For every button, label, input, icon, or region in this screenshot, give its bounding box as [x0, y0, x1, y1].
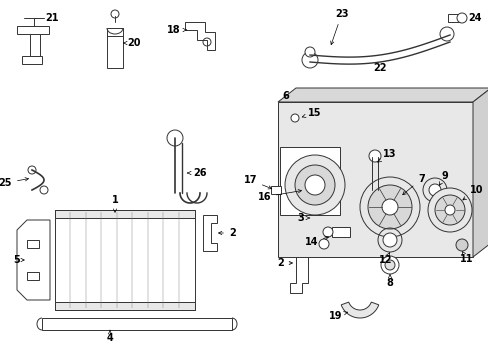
- Bar: [27, 240, 39, 248]
- Text: 4: 4: [106, 330, 113, 343]
- Circle shape: [455, 239, 467, 251]
- Bar: [280, 147, 339, 215]
- Polygon shape: [184, 22, 215, 50]
- Text: 13: 13: [377, 149, 396, 162]
- Circle shape: [28, 166, 36, 174]
- Circle shape: [367, 185, 411, 229]
- Text: 26: 26: [187, 168, 206, 178]
- Circle shape: [40, 186, 48, 194]
- Polygon shape: [278, 88, 488, 102]
- Text: 10: 10: [462, 185, 483, 200]
- Circle shape: [305, 47, 314, 57]
- Text: 20: 20: [123, 38, 140, 48]
- Circle shape: [302, 52, 317, 68]
- Polygon shape: [278, 102, 472, 257]
- Text: 25: 25: [0, 177, 28, 188]
- Circle shape: [111, 10, 119, 18]
- Text: 2: 2: [218, 228, 235, 238]
- Bar: [55, 302, 195, 310]
- Text: 24: 24: [467, 13, 481, 23]
- Text: 2: 2: [277, 258, 292, 268]
- Circle shape: [294, 165, 334, 205]
- Circle shape: [439, 27, 453, 41]
- Text: 19: 19: [328, 311, 347, 321]
- Circle shape: [368, 150, 380, 162]
- Circle shape: [456, 13, 466, 23]
- Polygon shape: [289, 228, 307, 293]
- Circle shape: [369, 187, 379, 197]
- Circle shape: [167, 130, 183, 146]
- Bar: [27, 272, 39, 280]
- Bar: [55, 210, 195, 218]
- Circle shape: [427, 188, 471, 232]
- Circle shape: [444, 205, 454, 215]
- Text: 15: 15: [302, 108, 321, 118]
- Text: 12: 12: [379, 252, 392, 265]
- Polygon shape: [203, 215, 217, 251]
- Circle shape: [323, 227, 332, 237]
- Text: 18: 18: [167, 25, 186, 35]
- Circle shape: [305, 175, 325, 195]
- Text: 9: 9: [439, 171, 447, 185]
- Text: 8: 8: [386, 275, 393, 288]
- Bar: [331, 227, 349, 237]
- Text: 5: 5: [13, 255, 24, 265]
- Polygon shape: [472, 88, 488, 257]
- Text: 23: 23: [330, 9, 348, 45]
- Bar: [107, 28, 123, 68]
- Bar: [22, 56, 42, 64]
- Bar: [17, 26, 49, 34]
- Text: 6: 6: [282, 91, 288, 101]
- Circle shape: [380, 256, 398, 274]
- Text: 22: 22: [372, 63, 386, 73]
- Circle shape: [285, 155, 345, 215]
- Circle shape: [382, 233, 396, 247]
- Circle shape: [422, 178, 446, 202]
- Text: 11: 11: [459, 251, 473, 264]
- Polygon shape: [42, 318, 231, 330]
- Polygon shape: [55, 210, 195, 310]
- Circle shape: [318, 239, 328, 249]
- Text: 14: 14: [304, 236, 328, 247]
- Circle shape: [381, 199, 397, 215]
- Bar: [447, 14, 459, 22]
- Circle shape: [384, 260, 394, 270]
- Circle shape: [290, 114, 298, 122]
- Text: 21: 21: [45, 13, 59, 23]
- Circle shape: [428, 184, 440, 196]
- Text: 7: 7: [402, 174, 424, 195]
- Circle shape: [434, 195, 464, 225]
- Text: 16: 16: [257, 189, 301, 202]
- Polygon shape: [17, 220, 50, 300]
- Circle shape: [359, 177, 419, 237]
- Text: 1: 1: [111, 195, 118, 212]
- Text: 3: 3: [297, 213, 309, 223]
- Polygon shape: [341, 302, 378, 318]
- Polygon shape: [307, 213, 407, 231]
- Text: 17: 17: [243, 175, 271, 189]
- Bar: [270, 186, 281, 194]
- Bar: [30, 34, 40, 56]
